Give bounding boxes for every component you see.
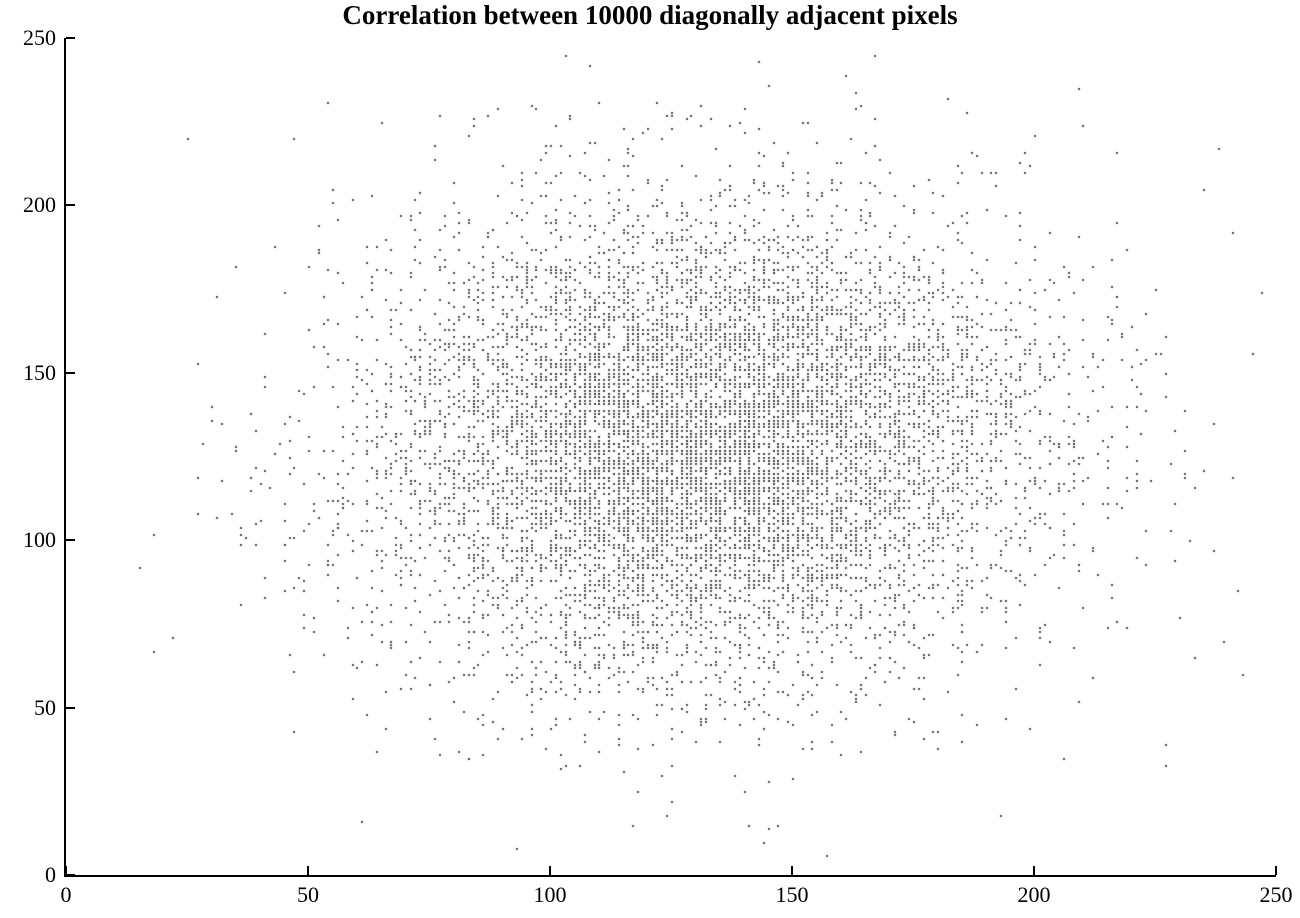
y-tick-mark [66, 539, 75, 542]
y-tick-label: 200 [23, 192, 56, 218]
x-tick-label: 200 [1017, 882, 1051, 907]
y-tick-label: 150 [23, 359, 56, 385]
x-tick-label: 150 [775, 882, 809, 907]
scatter-points-canvas [66, 38, 1276, 875]
y-tick-mark [66, 874, 75, 876]
x-tick-label: 250 [1259, 882, 1293, 907]
x-tick-label: 100 [533, 882, 567, 907]
y-tick-label: 0 [45, 862, 56, 887]
chart-title: Correlation between 10000 diagonally adj… [342, 0, 958, 30]
x-tick-mark [549, 866, 551, 875]
y-tick-label: 100 [23, 527, 56, 553]
y-axis [64, 38, 66, 877]
y-tick-mark [66, 204, 75, 207]
y-tick-label: 50 [34, 694, 56, 720]
y-tick-mark [66, 37, 75, 39]
x-tick-mark [1275, 866, 1277, 875]
x-tick-mark [307, 866, 309, 875]
x-tick-label: 50 [297, 882, 319, 907]
x-tick-mark [1033, 866, 1035, 875]
y-tick-mark [66, 371, 75, 374]
x-tick-label: 0 [60, 882, 72, 907]
x-tick-mark [65, 866, 67, 875]
x-axis [64, 875, 1276, 877]
x-tick-mark [791, 866, 793, 875]
y-tick-mark [66, 706, 75, 709]
y-tick-label: 250 [23, 25, 56, 50]
